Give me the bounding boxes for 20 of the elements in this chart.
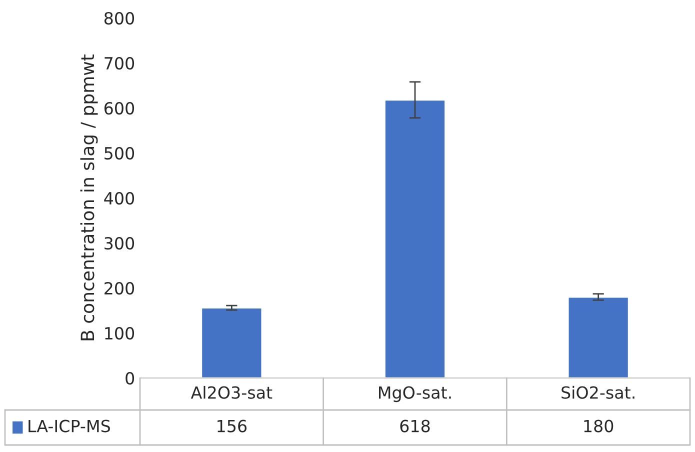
- y-tick-label: 0: [126, 372, 134, 385]
- x-tick-label: SiO2-sat.: [562, 386, 634, 399]
- bar: [200, 307, 263, 378]
- data-label: 156: [218, 420, 247, 432]
- data-label: 618: [400, 420, 430, 432]
- bar: [384, 99, 446, 378]
- y-tick-label: 300: [104, 236, 134, 250]
- data-label: 180: [584, 420, 614, 432]
- legend-label: LA-ICP-MS: [28, 420, 110, 432]
- x-tick-label: Al2O3-sat: [190, 386, 272, 399]
- y-tick-label: 500: [104, 146, 134, 160]
- y-tick-label: 400: [104, 192, 134, 205]
- bar: [567, 296, 630, 378]
- y-tick-label: 800: [104, 12, 134, 25]
- x-tick-label: MgO-sat.: [378, 386, 451, 402]
- y-tick-label: 700: [104, 56, 134, 70]
- y-tick-label: 100: [105, 326, 134, 340]
- y-tick-label: 200: [104, 282, 134, 295]
- y-axis-title: B concentration in slag / ppmwt: [80, 54, 98, 340]
- y-tick-label: 600: [104, 102, 134, 115]
